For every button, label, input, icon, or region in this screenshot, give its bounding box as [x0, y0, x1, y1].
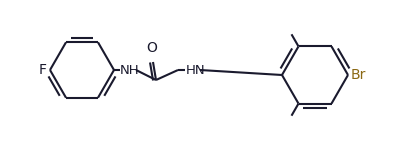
Text: Br: Br	[351, 68, 366, 82]
Text: NH: NH	[120, 63, 140, 76]
Text: F: F	[39, 63, 47, 77]
Text: O: O	[147, 41, 158, 55]
Text: HN: HN	[186, 63, 206, 76]
